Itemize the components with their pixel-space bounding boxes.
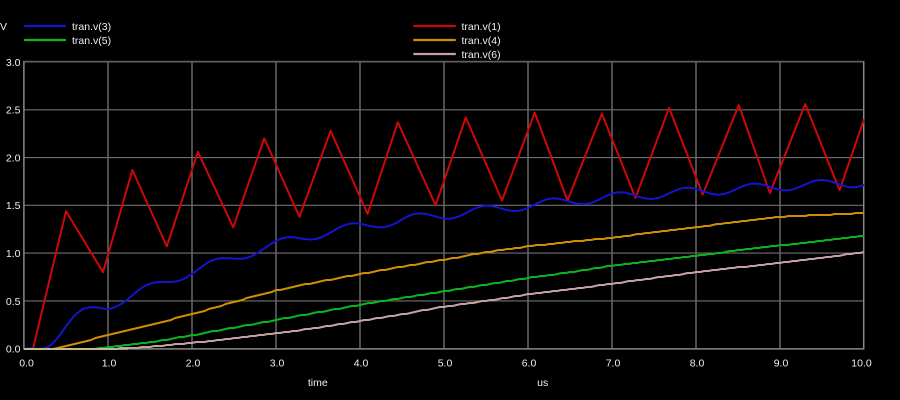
svg-text:tran.v(5): tran.v(5) (72, 35, 111, 47)
svg-text:0.0: 0.0 (6, 344, 21, 356)
svg-text:2.5: 2.5 (6, 105, 21, 117)
svg-text:0.0: 0.0 (19, 357, 34, 369)
svg-text:1.0: 1.0 (6, 248, 21, 260)
svg-text:3.0: 3.0 (270, 357, 285, 369)
svg-text:tran.v(1): tran.v(1) (462, 21, 501, 33)
svg-text:V: V (0, 21, 7, 33)
svg-text:2.0: 2.0 (6, 153, 21, 165)
svg-text:tran.v(6): tran.v(6) (462, 49, 501, 61)
svg-text:6.0: 6.0 (522, 357, 537, 369)
svg-text:3.0: 3.0 (6, 57, 21, 69)
svg-text:tran.v(3): tran.v(3) (72, 21, 111, 33)
svg-text:0.5: 0.5 (6, 296, 21, 308)
svg-text:4.0: 4.0 (354, 357, 369, 369)
svg-text:2.0: 2.0 (186, 357, 201, 369)
svg-text:7.0: 7.0 (606, 357, 621, 369)
svg-text:8.0: 8.0 (690, 357, 705, 369)
svg-text:tran.v(4): tran.v(4) (462, 35, 501, 47)
svg-text:9.0: 9.0 (774, 357, 789, 369)
svg-text:us: us (537, 377, 548, 389)
svg-text:time: time (308, 377, 328, 389)
svg-text:5.0: 5.0 (438, 357, 453, 369)
svg-text:1.5: 1.5 (6, 200, 21, 212)
svg-text:10.0: 10.0 (851, 357, 872, 369)
svg-text:1.0: 1.0 (102, 357, 117, 369)
